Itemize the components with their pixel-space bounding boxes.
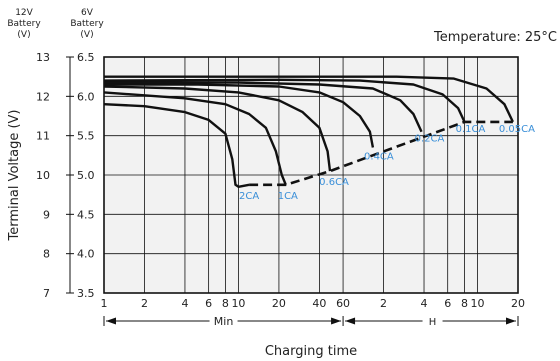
curve-0.6CA: [103, 85, 332, 172]
y-tick-label-12v: 8: [43, 248, 50, 261]
x-tick-label: 20: [511, 297, 525, 310]
span-arrow-min-right: [331, 317, 342, 325]
span-label-min: Min: [214, 315, 234, 328]
x-tick-label: 6: [444, 297, 451, 310]
y-tick-label-12v: 11: [36, 130, 50, 143]
x-tick-label: 6: [205, 297, 212, 310]
curve-1CA: [103, 91, 287, 186]
y-tick-label-6v: 5.5: [77, 130, 95, 143]
y-tick-label-6v: 3.5: [77, 287, 95, 300]
series-label: 0.05CA: [499, 124, 535, 135]
plot-frame: [103, 56, 519, 294]
series-label: 0.2CA: [415, 134, 445, 145]
x-axis-title: Charging time: [265, 344, 357, 359]
y-tick-label-6v: 4.5: [77, 208, 95, 221]
y-axis-6v-header-line-2: Battery: [70, 19, 104, 29]
series-label: 1CA: [278, 191, 298, 202]
y-tick-label-12v: 7: [43, 287, 50, 300]
curve-0.4CA: [104, 83, 375, 148]
y-axis-6v-header-line-3: (V): [80, 30, 93, 40]
curve-0.05CA: [104, 75, 514, 123]
x-tick-label: 4: [421, 297, 428, 310]
temperature-annotation: Temperature: 25°C: [433, 30, 557, 45]
x-tick-label: 8: [461, 297, 468, 310]
x-tick-label: 40: [312, 297, 326, 310]
x-tick-label: 8: [222, 297, 229, 310]
y-axis-title: Terminal Voltage (V): [7, 109, 22, 241]
y-axis-12v-header-line-3: (V): [17, 30, 30, 40]
series-label: 0.4CA: [364, 151, 394, 162]
curve-0.1CA: [103, 78, 466, 123]
y-tick-label-6v: 4.0: [77, 248, 95, 261]
y-tick-label-12v: 13: [36, 51, 50, 64]
span-arrow-h-left: [345, 317, 356, 325]
discharge-curves: [103, 75, 514, 188]
series-label: 0.6CA: [319, 177, 349, 188]
series-labels: 2CA 1CA 0.6CA 0.4CA 0.2CA 0.1CA 0.05CA: [239, 124, 535, 202]
x-tick-label: 2: [141, 297, 148, 310]
x-tick-label: 10: [471, 297, 485, 310]
y-tick-label-6v: 6.0: [77, 90, 95, 103]
x-tick-label: 60: [336, 297, 350, 310]
x-tick-label: 4: [181, 297, 188, 310]
y-tick-label-12v: 10: [36, 169, 50, 182]
y-tick-label-6v: 6.5: [77, 51, 95, 64]
x-tick-label: 10: [231, 297, 245, 310]
y-axis-12v-header-line-2: Battery: [7, 19, 41, 29]
y-axis-6v-header-line-1: 6V: [81, 8, 94, 18]
x-tick-label: 1: [101, 297, 108, 310]
y-tick-label-12v: 9: [43, 208, 50, 221]
span-arrow-h-right: [506, 317, 516, 325]
series-label: 0.1CA: [456, 124, 486, 135]
curve-2CA: [103, 103, 250, 188]
end-of-discharge-line: [249, 120, 513, 187]
y-tick-label-12v: 12: [36, 90, 50, 103]
series-label: 2CA: [239, 191, 259, 202]
y-tick-label-6v: 5.0: [77, 169, 95, 182]
axes: 7 3.58 4.09 4.510 5.011 5.512 6.013 6.51 2 4 6 8 10 2…: [36, 51, 525, 328]
y-axis-12v-header-line-1: 12V: [15, 8, 33, 18]
x-tick-label: 2: [380, 297, 387, 310]
span-arrow-min-left: [106, 317, 116, 325]
curve-0.2CA: [104, 81, 423, 133]
span-label-h: H: [429, 317, 437, 328]
x-tick-label: 20: [272, 297, 286, 310]
